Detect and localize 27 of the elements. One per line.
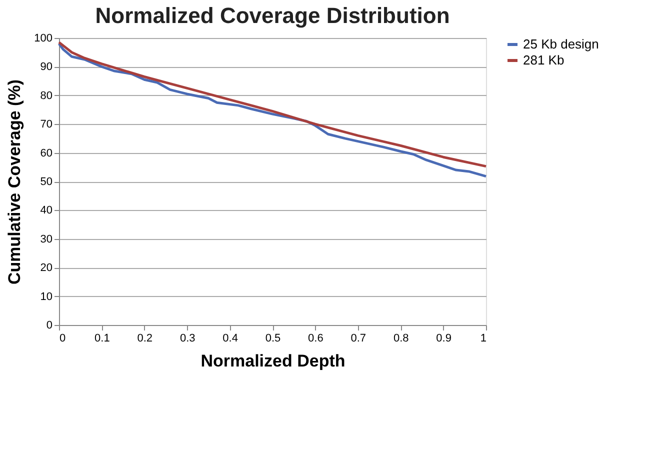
- x-tick-label: 0.2: [137, 332, 153, 344]
- legend-label: 25 Kb design: [523, 36, 599, 52]
- x-tick-label: 0.1: [94, 332, 110, 344]
- y-tick-label: 40: [40, 204, 52, 217]
- y-tick-label: 20: [40, 262, 52, 274]
- y-tick-label: 0: [46, 320, 52, 332]
- x-axis-title: Normalized Depth: [200, 352, 346, 370]
- x-tick-label: 0.7: [350, 332, 366, 344]
- y-tick-label: 50: [40, 176, 52, 188]
- x-tick-label: 0.8: [393, 332, 409, 344]
- y-tick-label: 10: [40, 290, 52, 303]
- chart-title: Normalized Coverage Distribution: [95, 3, 450, 28]
- x-tick-label: 1: [480, 332, 486, 344]
- legend-label: 281 Kb: [523, 52, 564, 68]
- y-tick-label: 70: [40, 118, 52, 131]
- x-tick-label: 0.6: [308, 332, 324, 344]
- y-tick-label: 30: [40, 233, 52, 246]
- x-tick-label: 0: [60, 332, 66, 344]
- y-tick-label: 60: [40, 147, 52, 160]
- x-tick-label: 0.4: [222, 332, 238, 344]
- y-tick-label: 90: [40, 61, 52, 74]
- y-tick-label: 80: [40, 90, 52, 102]
- y-tick-label: 100: [34, 32, 52, 44]
- x-tick-label: 0.9: [436, 332, 452, 344]
- x-tick-label: 0.5: [265, 332, 281, 344]
- y-axis-title: Cumulative Coverage (%): [5, 80, 24, 284]
- x-tick-label: 0.3: [180, 332, 196, 344]
